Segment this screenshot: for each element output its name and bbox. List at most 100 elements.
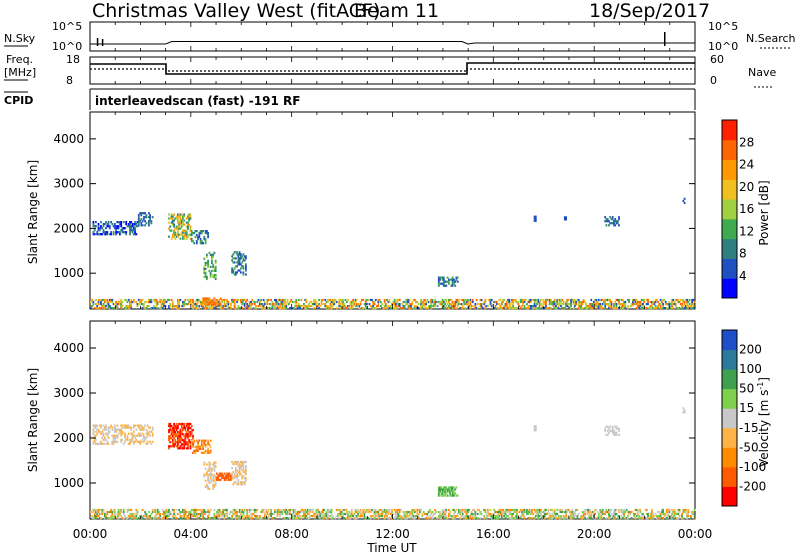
scatter-cell xyxy=(179,298,182,302)
scatter-cell xyxy=(226,474,228,477)
scatter-cell xyxy=(203,451,206,454)
scatter-cell xyxy=(686,300,688,304)
scatter-cell xyxy=(605,425,608,428)
scatter-cell xyxy=(650,307,653,310)
scatter-cell xyxy=(349,517,352,520)
scatter-cell xyxy=(310,508,313,512)
scatter-cell xyxy=(102,298,105,302)
scatter-cell xyxy=(579,307,581,310)
scatter-cell xyxy=(637,510,639,514)
scatter-cell xyxy=(177,231,179,234)
scatter-cell xyxy=(650,305,653,308)
scatter-cell xyxy=(589,515,591,518)
scatter-cell xyxy=(392,303,395,306)
scatter-cell xyxy=(194,230,197,233)
scatter-cell xyxy=(605,220,608,223)
scatter-cell xyxy=(421,305,424,308)
scatter-cell xyxy=(614,512,617,516)
colorbar-swatch xyxy=(722,427,737,448)
scatter-cell xyxy=(499,298,502,302)
scatter-cell xyxy=(287,512,290,516)
scatter-cell xyxy=(198,236,201,239)
scatter-cell xyxy=(238,259,241,262)
scatter-cell xyxy=(444,280,446,283)
scatter-cell xyxy=(334,298,337,302)
scatter-cell xyxy=(543,303,546,306)
scatter-cell xyxy=(566,300,569,304)
scatter-cell xyxy=(552,510,555,514)
scatter-cell xyxy=(95,303,97,306)
scatter-cell xyxy=(142,212,145,215)
scatter-cell xyxy=(207,479,209,482)
scatter-cell xyxy=(187,447,189,450)
scatter-cell xyxy=(538,303,541,306)
scatter-cell xyxy=(487,510,489,514)
scatter-cell xyxy=(103,515,106,518)
scatter-cell xyxy=(613,433,615,436)
scatter-cell xyxy=(262,510,265,514)
scatter-cell xyxy=(332,305,334,308)
scatter-cell xyxy=(393,298,396,302)
scatter-cell xyxy=(469,515,472,518)
scatter-cell xyxy=(139,220,141,223)
scatter-cell xyxy=(182,427,184,430)
scatter-cell xyxy=(628,510,630,514)
scatter-cell xyxy=(189,237,192,240)
colorbar-swatch xyxy=(722,179,737,200)
scatter-cell xyxy=(203,301,206,304)
scatter-cell xyxy=(189,427,192,430)
colorbar-swatch xyxy=(722,388,737,409)
scatter-cell xyxy=(229,474,232,477)
scatter-cell xyxy=(202,510,204,514)
scatter-cell xyxy=(267,515,270,518)
scatter-cell xyxy=(236,477,238,480)
scatter-cell xyxy=(442,486,445,489)
scatter-cell xyxy=(213,483,216,486)
scatter-cell xyxy=(150,220,153,223)
scatter-cell xyxy=(427,305,430,308)
scatter-cell xyxy=(628,298,630,302)
scatter-cell xyxy=(555,512,557,516)
scatter-cell xyxy=(449,303,451,306)
scatter-cell xyxy=(686,517,688,520)
scatter-cell xyxy=(448,490,450,493)
scatter-cell xyxy=(141,220,144,223)
scatter-cell xyxy=(444,486,446,489)
scatter-cell xyxy=(308,305,310,308)
scatter-cell xyxy=(453,303,455,306)
scatter-cell xyxy=(502,307,504,310)
scatter-cell xyxy=(373,517,376,520)
scatter-cell xyxy=(634,303,637,306)
scatter-cell xyxy=(403,307,406,310)
scatter-cell xyxy=(516,510,518,514)
scatter-cell xyxy=(246,305,249,308)
scatter-cell xyxy=(155,300,158,304)
scatter-cell xyxy=(533,305,536,308)
scatter-cell xyxy=(102,438,105,441)
scatter-cell xyxy=(96,432,99,435)
scatter-cell xyxy=(102,305,105,308)
scatter-cell xyxy=(538,515,541,518)
scatter-cell xyxy=(148,220,150,223)
scatter-cell xyxy=(608,303,610,306)
scatter-cell xyxy=(137,298,140,302)
scatter-cell xyxy=(471,300,474,304)
scatter-cell xyxy=(207,473,209,476)
scatter-cell xyxy=(96,515,99,518)
scatter-cell xyxy=(281,510,284,514)
scatter-cell xyxy=(504,512,507,516)
scatter-cell xyxy=(207,234,209,237)
scatter-cell xyxy=(241,481,244,484)
scatter-cell xyxy=(412,307,415,310)
scatter-cell xyxy=(291,512,294,516)
scatter-cell xyxy=(653,303,656,306)
scatter-cell xyxy=(662,512,664,516)
scatter-cell xyxy=(247,307,250,310)
scatter-cell xyxy=(548,300,551,304)
scatter-cell xyxy=(232,300,235,304)
scatter-cell xyxy=(209,508,212,512)
scatter-cell xyxy=(460,303,463,306)
scatter-cell xyxy=(601,510,604,514)
scatter-cell xyxy=(242,259,245,262)
